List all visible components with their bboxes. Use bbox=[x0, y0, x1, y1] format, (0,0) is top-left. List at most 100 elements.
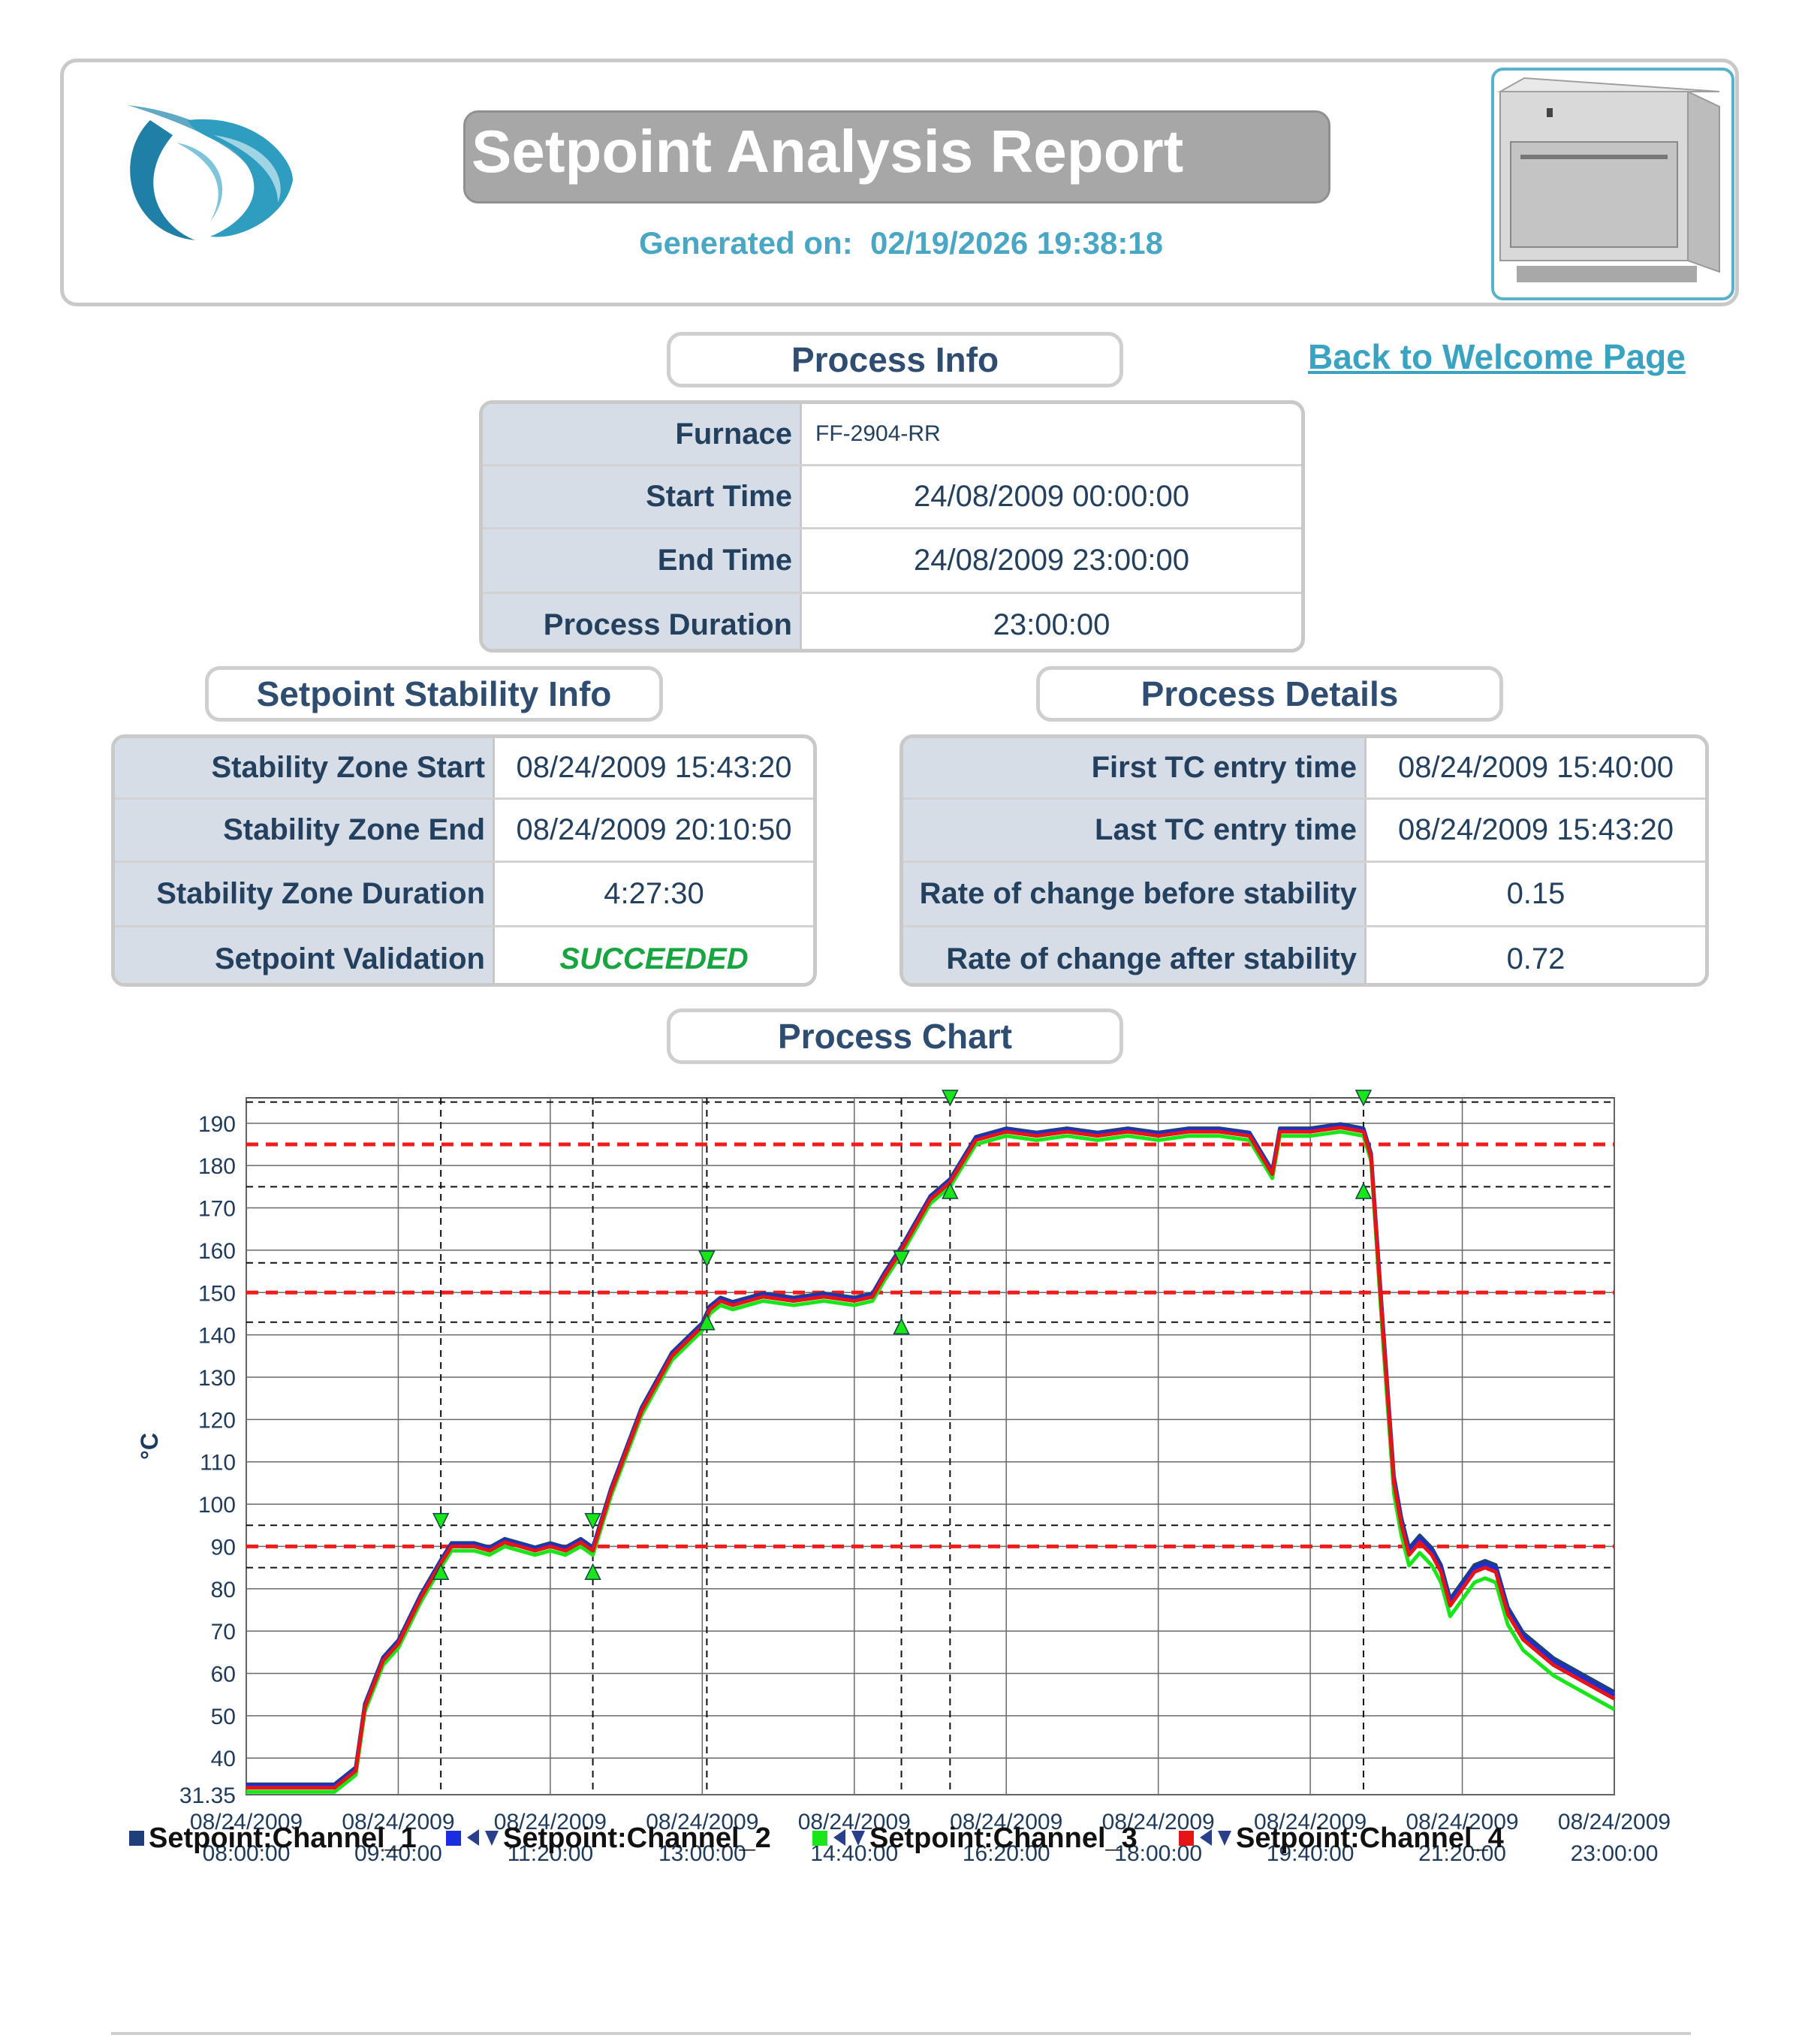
x-tick-time: 09:40:00 bbox=[354, 1841, 442, 1866]
generated-value: 02/19/2026 19:38:18 bbox=[870, 225, 1164, 261]
x-tick-date: 08/24/2009 bbox=[1254, 1810, 1367, 1834]
y-tick-label: 170 bbox=[198, 1197, 236, 1222]
x-tick-date: 08/24/2009 bbox=[646, 1810, 758, 1834]
x-tick-date: 08/24/2009 bbox=[342, 1810, 454, 1834]
x-tick-time: 08:00:00 bbox=[203, 1841, 291, 1866]
series-line bbox=[246, 1129, 1616, 1794]
legend-label: Setpoint:Channel_4 bbox=[1236, 1822, 1504, 1854]
stability-marker bbox=[698, 1250, 716, 1268]
table-row: Furnace FF-2904-RR bbox=[483, 404, 1301, 466]
x-tick-date: 08/24/2009 bbox=[950, 1810, 1062, 1834]
row-value: FF-2904-RR bbox=[815, 421, 941, 446]
chart-series bbox=[246, 1122, 1616, 1794]
x-tick-date: 08/24/2009 bbox=[1102, 1810, 1215, 1834]
row-value: 0.72 bbox=[1506, 942, 1565, 975]
chart-legend: Setpoint:Channel_1 Setpoint:Channel_2 Setp… bbox=[129, 1822, 1504, 1854]
table-row: Rate of change after stability 0.72 bbox=[903, 927, 1705, 983]
y-tick-label: 100 bbox=[198, 1493, 236, 1518]
legend-arrow-left bbox=[467, 1829, 479, 1846]
legend-arrow-down bbox=[485, 1831, 499, 1846]
table-row: Stability Zone Duration 4:27:30 bbox=[115, 863, 813, 927]
stability-marker bbox=[942, 1182, 959, 1199]
y-tick-label: 130 bbox=[198, 1366, 236, 1391]
x-tick-date: 08/24/2009 bbox=[1558, 1810, 1671, 1834]
row-label: Stability Zone Start bbox=[115, 738, 495, 797]
table-row: Start Time 24/08/2009 00:00:00 bbox=[483, 466, 1301, 529]
row-label: Process Duration bbox=[483, 594, 802, 649]
row-value: 4:27:30 bbox=[604, 877, 704, 910]
y-tick-label: 190 bbox=[198, 1112, 236, 1137]
x-tick-time: 11:20:00 bbox=[508, 1841, 594, 1866]
y-tick-label: 50 bbox=[211, 1705, 236, 1729]
chart-grid bbox=[246, 1097, 1615, 1795]
row-label: End Time bbox=[483, 529, 802, 592]
row-value: 0.15 bbox=[1506, 877, 1565, 910]
chart-reference-lines bbox=[246, 1098, 1614, 1795]
process-chart-heading: Process Chart bbox=[667, 1008, 1123, 1064]
y-axis-label: °C bbox=[136, 1433, 163, 1460]
y-tick-label: 110 bbox=[200, 1451, 236, 1476]
validation-status-badge: SUCCEEDED bbox=[559, 942, 749, 975]
row-label: Rate of change after stability bbox=[903, 927, 1367, 983]
stability-marker bbox=[1355, 1090, 1373, 1107]
table-row: First TC entry time 08/24/2009 15:40:00 bbox=[903, 738, 1705, 800]
x-tick-date: 08/24/2009 bbox=[1406, 1810, 1518, 1834]
legend-arrow-left bbox=[833, 1829, 845, 1846]
y-tick-label: 120 bbox=[198, 1408, 236, 1433]
row-label: Start Time bbox=[483, 466, 802, 527]
y-tick-label: 60 bbox=[211, 1663, 236, 1687]
x-tick-time: 21:20:00 bbox=[1418, 1841, 1506, 1866]
row-label: Setpoint Validation bbox=[115, 927, 495, 983]
y-tick-label: 40 bbox=[211, 1747, 236, 1771]
process-details-heading: Process Details bbox=[1036, 666, 1503, 722]
row-value: 08/24/2009 15:43:20 bbox=[516, 751, 792, 784]
table-row: End Time 24/08/2009 23:00:00 bbox=[483, 529, 1301, 594]
footer-divider bbox=[111, 2032, 1691, 2035]
y-tick-label: 150 bbox=[198, 1281, 236, 1306]
row-label: Last TC entry time bbox=[903, 800, 1367, 861]
stability-marker bbox=[432, 1512, 450, 1530]
stability-marker bbox=[1355, 1182, 1373, 1199]
y-tick-label: 90 bbox=[211, 1535, 236, 1560]
process-details-table: First TC entry time 08/24/2009 15:40:00 … bbox=[899, 734, 1709, 987]
legend-swatch bbox=[812, 1831, 827, 1846]
y-tick-label: 31.35 bbox=[179, 1783, 236, 1808]
y-tick-label: 140 bbox=[198, 1324, 236, 1349]
process-info-table: Furnace FF-2904-RR Start Time 24/08/2009… bbox=[479, 400, 1305, 653]
legend-arrow-down bbox=[851, 1831, 865, 1846]
y-tick-label: 180 bbox=[198, 1154, 236, 1179]
report-title: Setpoint Analysis Report bbox=[472, 118, 1184, 185]
y-tick-label: 160 bbox=[198, 1239, 236, 1264]
legend-label: Setpoint:Channel_1 bbox=[149, 1822, 417, 1854]
row-label: First TC entry time bbox=[903, 738, 1367, 797]
series-line bbox=[246, 1126, 1616, 1790]
x-tick-time: 16:20:00 bbox=[963, 1841, 1050, 1866]
stability-info-heading: Setpoint Stability Info bbox=[205, 666, 663, 722]
table-row: Last TC entry time 08/24/2009 15:43:20 bbox=[903, 800, 1705, 863]
x-tick-time: 23:00:00 bbox=[1571, 1841, 1659, 1866]
row-label: Stability Zone End bbox=[115, 800, 495, 861]
stability-marker bbox=[698, 1313, 716, 1331]
x-tick-date: 08/24/2009 bbox=[494, 1810, 607, 1834]
table-row: Rate of change before stability 0.15 bbox=[903, 863, 1705, 927]
x-tick-time: 19:40:00 bbox=[1267, 1841, 1355, 1866]
legend-swatch bbox=[446, 1831, 461, 1846]
table-row: Setpoint Validation SUCCEEDED bbox=[115, 927, 813, 983]
report-title-banner bbox=[463, 110, 1330, 203]
stability-marker bbox=[432, 1563, 450, 1581]
legend-arrow-down bbox=[1218, 1831, 1231, 1846]
row-value: 08/24/2009 20:10:50 bbox=[516, 813, 792, 846]
plot-area bbox=[246, 1097, 1615, 1795]
back-to-welcome-link[interactable]: Back to Welcome Page bbox=[1308, 337, 1686, 376]
row-value: 08/24/2009 15:40:00 bbox=[1397, 751, 1674, 784]
stability-marker bbox=[893, 1250, 910, 1268]
company-logo-icon bbox=[128, 105, 293, 240]
stability-marker bbox=[893, 1317, 910, 1335]
row-label: Stability Zone Duration bbox=[115, 863, 495, 925]
furnace-product-image bbox=[1491, 68, 1734, 300]
legend-label: Setpoint:Channel_2 bbox=[503, 1822, 771, 1854]
stability-info-table: Stability Zone Start 08/24/2009 15:43:20… bbox=[111, 734, 817, 987]
chart-axes: 31.35 40 50 60 70 80 90 100 110 120 130 140 150 160 17… bbox=[136, 1112, 1671, 1866]
row-label: Rate of change before stability bbox=[903, 863, 1367, 925]
stability-marker bbox=[584, 1563, 601, 1581]
